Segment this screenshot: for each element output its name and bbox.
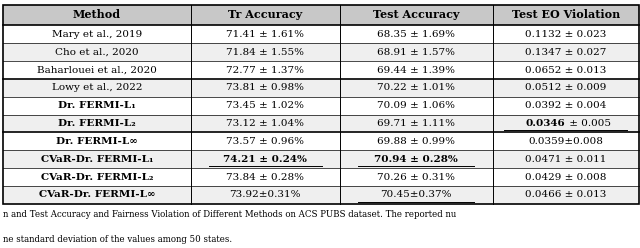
Text: 74.21 ± 0.24%: 74.21 ± 0.24% — [223, 155, 307, 164]
Text: 68.35 ± 1.69%: 68.35 ± 1.69% — [378, 30, 455, 39]
Bar — [493, 150, 639, 168]
Bar — [191, 186, 340, 204]
Text: 73.92±0.31%: 73.92±0.31% — [230, 190, 301, 199]
Bar — [3, 43, 191, 61]
Text: CVaR-Dr. FERMI-L₁: CVaR-Dr. FERMI-L₁ — [41, 155, 153, 164]
Bar — [191, 97, 340, 115]
Text: 73.45 ± 1.02%: 73.45 ± 1.02% — [227, 101, 305, 110]
Text: CVaR-Dr. FERMI-L∞: CVaR-Dr. FERMI-L∞ — [38, 190, 156, 199]
Text: 69.88 ± 0.99%: 69.88 ± 0.99% — [378, 137, 455, 146]
Text: 70.94 ± 0.28%: 70.94 ± 0.28% — [374, 155, 458, 164]
Text: CVaR-Dr. FERMI-L₂: CVaR-Dr. FERMI-L₂ — [41, 173, 153, 182]
Bar — [493, 168, 639, 186]
Text: 0.0429 ± 0.008: 0.0429 ± 0.008 — [525, 173, 606, 182]
Bar — [191, 150, 340, 168]
Bar — [3, 97, 191, 115]
Bar — [3, 79, 191, 97]
Text: 72.77 ± 1.37%: 72.77 ± 1.37% — [227, 65, 305, 75]
Text: Dr. FERMI-L₁: Dr. FERMI-L₁ — [58, 101, 136, 110]
Text: 0.0466 ± 0.013: 0.0466 ± 0.013 — [525, 190, 606, 199]
Bar — [493, 4, 639, 26]
Text: Tr Accuracy: Tr Accuracy — [228, 9, 303, 21]
Text: 69.44 ± 1.39%: 69.44 ± 1.39% — [378, 65, 455, 75]
Bar — [191, 61, 340, 79]
Bar — [3, 186, 191, 204]
Text: Baharlouei et al., 2020: Baharlouei et al., 2020 — [37, 65, 157, 75]
Text: Method: Method — [73, 9, 121, 21]
Bar — [3, 61, 191, 79]
Text: 0.0392 ± 0.004: 0.0392 ± 0.004 — [525, 101, 606, 110]
Bar — [340, 79, 493, 97]
Text: Dr. FERMI-L₂: Dr. FERMI-L₂ — [58, 119, 136, 128]
Bar — [3, 168, 191, 186]
Text: 0.1132 ± 0.023: 0.1132 ± 0.023 — [525, 30, 606, 39]
Text: 71.41 ± 1.61%: 71.41 ± 1.61% — [227, 30, 305, 39]
Bar — [191, 26, 340, 43]
Text: Test EO Violation: Test EO Violation — [511, 9, 620, 21]
Bar — [3, 115, 191, 132]
Text: Cho et al., 2020: Cho et al., 2020 — [55, 48, 139, 57]
Bar — [340, 26, 493, 43]
Bar — [493, 61, 639, 79]
Text: Test Accuracy: Test Accuracy — [373, 9, 460, 21]
Bar — [3, 4, 191, 26]
Bar — [191, 79, 340, 97]
Text: 0.0471 ± 0.011: 0.0471 ± 0.011 — [525, 155, 606, 164]
Text: 70.09 ± 1.06%: 70.09 ± 1.06% — [378, 101, 455, 110]
Bar — [3, 26, 191, 43]
Text: Dr. FERMI-L∞: Dr. FERMI-L∞ — [56, 137, 138, 146]
Text: 0.0512 ± 0.009: 0.0512 ± 0.009 — [525, 83, 606, 92]
Bar — [3, 150, 191, 168]
Text: 73.81 ± 0.98%: 73.81 ± 0.98% — [227, 83, 305, 92]
Bar — [191, 43, 340, 61]
Bar — [493, 97, 639, 115]
Bar — [191, 168, 340, 186]
Bar — [340, 132, 493, 150]
Text: 73.84 ± 0.28%: 73.84 ± 0.28% — [227, 173, 305, 182]
Text: 0.0359±0.008: 0.0359±0.008 — [528, 137, 603, 146]
Bar — [191, 115, 340, 132]
Text: 68.91 ± 1.57%: 68.91 ± 1.57% — [378, 48, 455, 57]
Text: n and Test Accuracy and Fairness Violation of Different Methods on ACS PUBS data: n and Test Accuracy and Fairness Violati… — [3, 210, 456, 219]
Text: 71.84 ± 1.55%: 71.84 ± 1.55% — [227, 48, 305, 57]
Bar — [340, 61, 493, 79]
Bar — [493, 186, 639, 204]
Text: 73.57 ± 0.96%: 73.57 ± 0.96% — [227, 137, 305, 146]
Bar — [340, 186, 493, 204]
Text: Mary et al., 2019: Mary et al., 2019 — [52, 30, 142, 39]
Text: 69.71 ± 1.11%: 69.71 ± 1.11% — [378, 119, 455, 128]
Text: ne standard deviation of the values among 50 states.: ne standard deviation of the values amon… — [3, 235, 232, 244]
Text: 70.45±0.37%: 70.45±0.37% — [381, 190, 452, 199]
Bar — [191, 132, 340, 150]
Bar — [493, 43, 639, 61]
Bar — [493, 79, 639, 97]
Text: 70.26 ± 0.31%: 70.26 ± 0.31% — [378, 173, 455, 182]
Bar — [493, 132, 639, 150]
Text: Lowy et al., 2022: Lowy et al., 2022 — [52, 83, 142, 92]
Text: 70.22 ± 1.01%: 70.22 ± 1.01% — [378, 83, 455, 92]
Bar — [493, 26, 639, 43]
Bar — [340, 168, 493, 186]
Bar — [340, 97, 493, 115]
Text: 0.0346: 0.0346 — [526, 119, 566, 128]
Bar — [340, 43, 493, 61]
Text: 73.12 ± 1.04%: 73.12 ± 1.04% — [227, 119, 305, 128]
Bar — [493, 115, 639, 132]
Bar — [191, 4, 340, 26]
Bar — [3, 132, 191, 150]
Bar — [340, 115, 493, 132]
Bar — [340, 150, 493, 168]
Text: ± 0.005: ± 0.005 — [566, 119, 611, 128]
Text: 0.1347 ± 0.027: 0.1347 ± 0.027 — [525, 48, 606, 57]
Text: 0.0652 ± 0.013: 0.0652 ± 0.013 — [525, 65, 606, 75]
Bar — [340, 4, 493, 26]
